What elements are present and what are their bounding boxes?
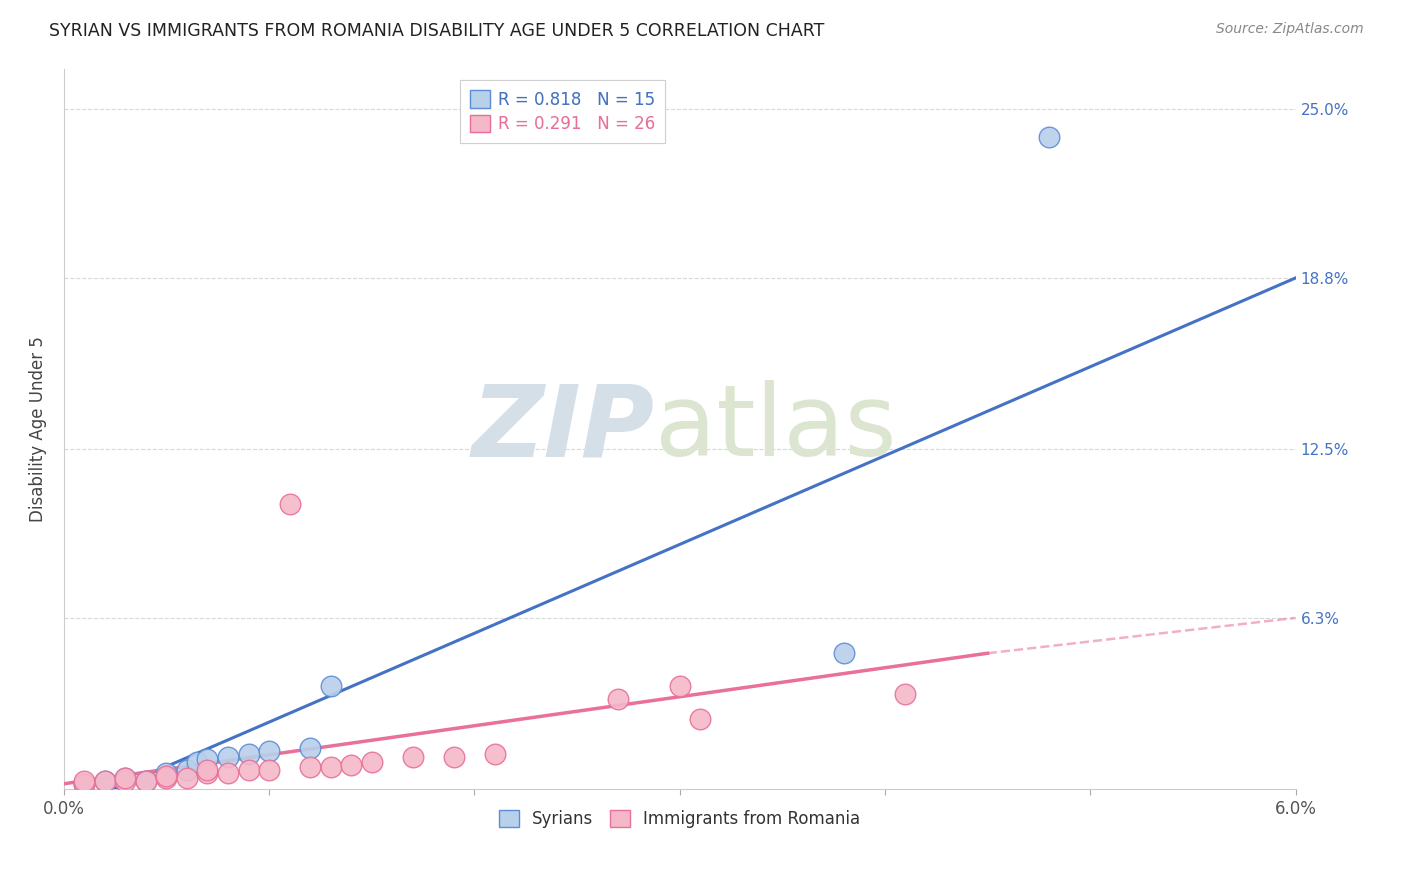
Point	[1038, 129, 1060, 144]
Point	[155, 772, 177, 786]
Point	[319, 760, 342, 774]
Point	[832, 646, 855, 660]
Point	[114, 774, 136, 789]
Point	[94, 774, 117, 789]
Point	[238, 747, 260, 761]
Text: Source: ZipAtlas.com: Source: ZipAtlas.com	[1216, 22, 1364, 37]
Point	[257, 763, 280, 777]
Point	[155, 769, 177, 783]
Point	[360, 755, 382, 769]
Legend: Syrians, Immigrants from Romania: Syrians, Immigrants from Romania	[492, 804, 868, 835]
Point	[197, 765, 219, 780]
Point	[135, 774, 157, 789]
Point	[73, 777, 96, 791]
Point	[340, 757, 363, 772]
Point	[73, 777, 96, 791]
Point	[176, 772, 198, 786]
Point	[197, 763, 219, 777]
Point	[484, 747, 506, 761]
Point	[894, 687, 917, 701]
Point	[197, 752, 219, 766]
Point	[73, 774, 96, 789]
Text: atlas: atlas	[655, 380, 897, 477]
Y-axis label: Disability Age Under 5: Disability Age Under 5	[30, 336, 46, 522]
Point	[299, 741, 322, 756]
Point	[176, 763, 198, 777]
Point	[186, 755, 208, 769]
Point	[257, 744, 280, 758]
Point	[402, 749, 425, 764]
Text: ZIP: ZIP	[472, 380, 655, 477]
Point	[217, 749, 239, 764]
Text: SYRIAN VS IMMIGRANTS FROM ROMANIA DISABILITY AGE UNDER 5 CORRELATION CHART: SYRIAN VS IMMIGRANTS FROM ROMANIA DISABI…	[49, 22, 824, 40]
Point	[114, 772, 136, 786]
Point	[155, 765, 177, 780]
Point	[607, 692, 630, 706]
Point	[319, 679, 342, 693]
Point	[238, 763, 260, 777]
Point	[668, 679, 690, 693]
Point	[217, 765, 239, 780]
Point	[443, 749, 465, 764]
Point	[135, 774, 157, 789]
Point	[94, 774, 117, 789]
Point	[689, 712, 711, 726]
Point	[114, 772, 136, 786]
Point	[299, 760, 322, 774]
Point	[278, 497, 301, 511]
